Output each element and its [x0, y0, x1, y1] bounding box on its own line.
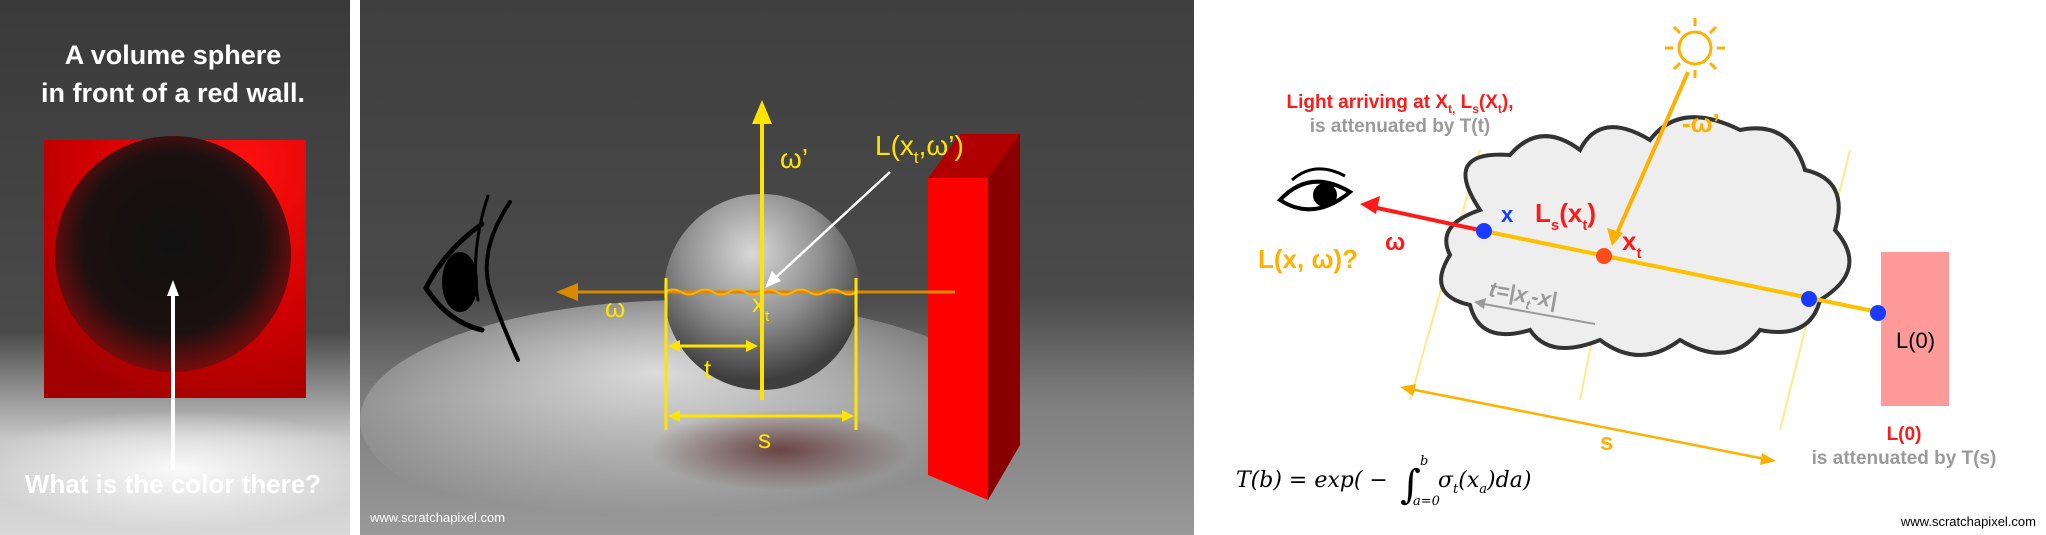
- eye-icon: [1276, 167, 1354, 212]
- outgoing-ray: [1367, 204, 1485, 233]
- neg-omega-prime-label: -ω’: [1682, 108, 1720, 138]
- t-measure-head: [1474, 298, 1486, 309]
- panel-sphere-side-view: ω’ L(xt,ω’) ω xt t s www.scratchapixel.c…: [360, 0, 1194, 535]
- background-light-rect: [1881, 252, 1949, 406]
- formula-upper-bound: b: [1420, 454, 1428, 469]
- integral-sign: ∫: [1400, 462, 1421, 508]
- omega-label: ω: [605, 293, 625, 323]
- panel1-question: What is the color there?: [25, 469, 321, 499]
- red-wall-front: [928, 178, 988, 500]
- omega-label: ω: [1385, 229, 1405, 256]
- sphere-shadow: [650, 410, 910, 490]
- question-arrow-head: [167, 280, 179, 296]
- s-measure: [1404, 386, 1771, 462]
- red-wall-top: [928, 134, 1020, 178]
- l0-right-label: L(0): [1896, 328, 1935, 353]
- point-xt: [1596, 248, 1612, 264]
- panel-volume-sphere-front: A volume sphere in front of a red wall. …: [0, 0, 350, 535]
- red-wall-side: [988, 134, 1020, 500]
- omega-prime-label: ω’: [780, 143, 808, 174]
- view-ray-arrowhead: [556, 283, 578, 301]
- volume-sphere: [55, 136, 291, 372]
- s-measure-right-head: [842, 410, 854, 422]
- formula-lhs: T(b) = exp( −: [1236, 468, 1388, 493]
- watermark: www.scratchapixel.com: [1900, 514, 2036, 529]
- omega-prime-arrowhead: [752, 100, 772, 124]
- xt-label: xt: [1622, 226, 1641, 262]
- formula-integrand: σt(xa)da): [1438, 468, 1531, 497]
- xt-label: xt: [752, 288, 770, 325]
- point-exit: [1801, 291, 1817, 307]
- radiance-pointer-head: [765, 271, 781, 288]
- ls-label: Ls(xt): [1535, 198, 1596, 234]
- t-measure-right-head: [746, 340, 758, 352]
- radiance-label: L(xt,ω’): [875, 130, 964, 167]
- light-arriving-line1: Light arriving at Xt, Ls(Xt),: [1286, 92, 1513, 116]
- eye-icon: [423, 194, 520, 362]
- panel1-title-line2: in front of a red wall.: [41, 78, 305, 108]
- transmittance-formula: T(b) = exp( − ∫ b a=0 σt(xa)da): [1236, 454, 1531, 509]
- cloud: [1439, 115, 1852, 357]
- watermark: www.scratchapixel.com: [369, 510, 505, 525]
- t-measure-left-head: [668, 340, 680, 352]
- radiance-pointer: [772, 171, 891, 281]
- lxw-label: L(x, ω)?: [1258, 244, 1358, 274]
- l0-bottom-label: L(0): [1887, 424, 1922, 445]
- t-label: t: [704, 354, 712, 384]
- point-background: [1870, 305, 1886, 321]
- s-measure-right-head: [1760, 453, 1776, 465]
- s-measure-left-head: [1400, 384, 1416, 396]
- panel1-title-line1: A volume sphere: [65, 40, 282, 70]
- t-measure: [1477, 302, 1596, 325]
- s-label: s: [1600, 429, 1613, 456]
- s-measure-left-head: [668, 410, 680, 422]
- x-label: x: [1501, 202, 1514, 227]
- panel-cloud-diagram: Light arriving at Xt, Ls(Xt), is attenua…: [1210, 0, 2046, 535]
- outgoing-ray-arrowhead: [1360, 196, 1380, 214]
- sun-ray: [1613, 71, 1690, 239]
- formula-lower-bound: a=0: [1413, 494, 1440, 509]
- attenuated-ts-label: is attenuated by T(s): [1812, 448, 1997, 469]
- sun-ray-arrowhead: [1607, 228, 1623, 246]
- point-x: [1476, 223, 1492, 239]
- s-label: s: [758, 424, 771, 454]
- light-arriving-line2: is attenuated by T(t): [1310, 116, 1491, 137]
- sun-icon: [1665, 18, 1725, 78]
